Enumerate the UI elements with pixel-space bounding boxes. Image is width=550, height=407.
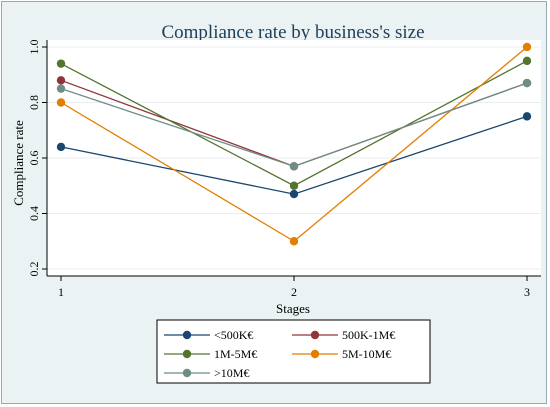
data-point-3-0 <box>56 98 66 107</box>
data-point-0-0 <box>56 142 66 152</box>
data-point-2-1 <box>289 181 299 190</box>
legend-label: 5M-10M€ <box>342 347 391 361</box>
legend: <500K€ 500K-1M€ 1M-5M€ 5M-10M€ >10M€ <box>164 328 395 380</box>
legend-swatch-marker <box>182 330 192 340</box>
legend-label: 1M-5M€ <box>214 347 257 361</box>
y-axis-ticks: 0.2 0.4 0.6 0.8 1.0 <box>27 40 47 277</box>
legend-label: <500K€ <box>214 328 253 342</box>
x-tick-label: 2 <box>291 285 297 299</box>
data-point-2-2 <box>522 56 532 66</box>
legend-label: 500K-1M€ <box>342 328 395 342</box>
data-point-1-0 <box>56 76 66 85</box>
y-axis-label: Compliance rate <box>11 120 26 206</box>
x-tick-label: 1 <box>58 285 64 299</box>
legend-swatch-marker <box>182 368 192 378</box>
legend-label: >10M€ <box>214 366 249 380</box>
y-tick-label: 0.6 <box>27 151 41 166</box>
y-tick-label: 0.2 <box>27 262 41 277</box>
legend-swatch-marker <box>310 330 320 340</box>
data-point-4-2 <box>522 78 532 88</box>
x-tick-label: 3 <box>524 285 530 299</box>
data-point-3-1 <box>289 237 299 246</box>
gridlines <box>47 46 541 270</box>
y-tick-label: 1.0 <box>27 40 41 55</box>
legend-swatch-marker <box>182 349 192 359</box>
data-point-3-2 <box>522 42 532 52</box>
data-point-2-0 <box>56 59 66 68</box>
series-lines <box>56 42 532 246</box>
data-point-0-1 <box>289 189 299 199</box>
data-point-4-0 <box>56 84 66 93</box>
data-point-4-1 <box>289 162 299 171</box>
y-tick-label: 0.8 <box>27 95 41 110</box>
data-point-0-2 <box>522 112 532 121</box>
x-axis-label: Stages <box>276 301 310 316</box>
legend-swatch-marker <box>310 349 320 359</box>
x-axis-ticks: 1 2 3 <box>58 276 530 299</box>
chart-title: Compliance rate by business's size <box>161 22 424 43</box>
y-tick-label: 0.4 <box>27 206 41 221</box>
